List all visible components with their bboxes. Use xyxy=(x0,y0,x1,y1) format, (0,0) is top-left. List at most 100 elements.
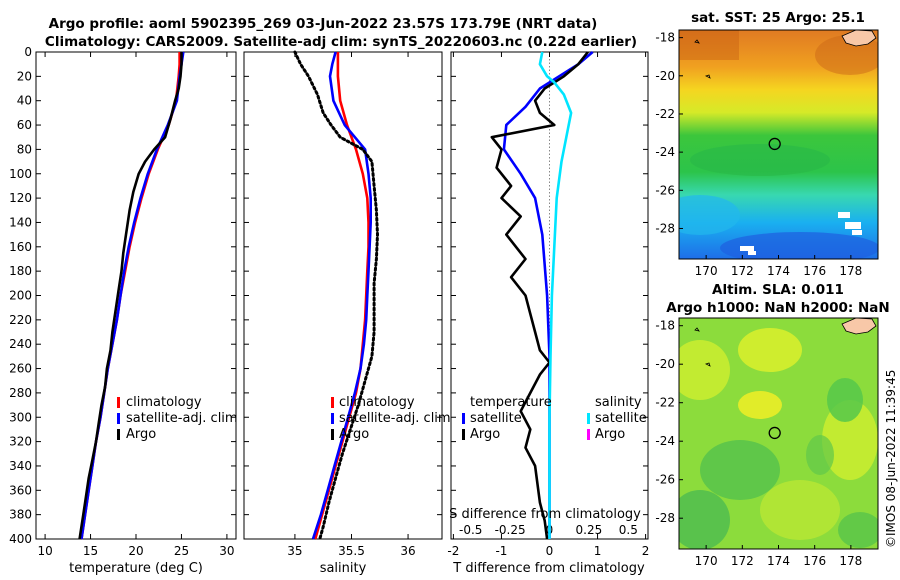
depth-tick-label: 280 xyxy=(9,386,32,400)
sst-missing-data xyxy=(852,230,862,235)
salinity-difference-legend: salinity satellite Argo xyxy=(587,395,647,442)
sla-high-patch xyxy=(760,480,840,540)
salinity-panel: 35 35.5 36 salinity climatology satellite-… xyxy=(243,50,451,576)
temperature-legend: climatology satellite-adj. clim Argo xyxy=(117,395,238,442)
salinity-difference-axis: -0.5 -0.25 0 0.25 0.5 xyxy=(459,523,638,537)
temperature-series xyxy=(78,51,185,540)
longitude-tick-label: 170 xyxy=(695,264,718,278)
temperature-xlabel: temperature (deg C) xyxy=(69,561,203,576)
sla-low-patch xyxy=(838,512,878,548)
sla-map-title-line2: Argo h1000: NaN h2000: NaN xyxy=(666,300,889,316)
difference-x-axis: -2 -1 0 1 2 xyxy=(447,51,649,558)
legend-label-argo: Argo xyxy=(339,427,369,442)
salinity-difference-label: S difference from climatology xyxy=(449,507,641,522)
sst-island xyxy=(694,39,700,44)
latitude-tick-label: -28 xyxy=(655,511,675,525)
legend-swatch-sal-argo xyxy=(587,429,590,440)
legend-swatch-argo xyxy=(331,429,334,440)
figure-title-line1: Argo profile: aoml 5902395_269 03-Jun-20… xyxy=(49,16,598,32)
legend-swatch-satellite xyxy=(331,413,334,424)
depth-tick-label: 60 xyxy=(17,118,32,132)
depth-tick-label: 360 xyxy=(9,483,32,497)
legend-label-sal-argo: Argo xyxy=(595,427,625,442)
legend-label-satellite: satellite-adj. clim xyxy=(339,411,451,426)
latitude-tick-label: -20 xyxy=(655,357,675,371)
temperature-axes-box xyxy=(35,51,237,540)
legend-swatch-argo xyxy=(117,429,120,440)
depth-tick-label: 320 xyxy=(9,435,32,449)
x-tick-label: 35.5 xyxy=(338,544,365,558)
depth-tick-label: 400 xyxy=(9,532,32,546)
latitude-tick-label: -22 xyxy=(655,396,675,410)
depth-tick-label: 0 xyxy=(24,45,32,59)
legend-swatch-sal-satellite xyxy=(587,413,590,424)
legend-label-argo: Argo xyxy=(126,427,156,442)
longitude-tick-label: 176 xyxy=(803,554,826,568)
series-line-argo xyxy=(293,50,379,541)
x-tick-label: -2 xyxy=(447,544,459,558)
longitude-tick-label: 170 xyxy=(695,554,718,568)
sla-map-axes: 170 172 174 176 178 -18 -20 -22 -24 -26 -28 xyxy=(655,319,862,568)
depth-tick-label: 20 xyxy=(17,69,32,83)
depth-tick-label: 220 xyxy=(9,313,32,327)
longitude-tick-label: 172 xyxy=(731,264,754,278)
sst-map: 170 172 174 176 178 -18 -20 -22 -24 -26 -28 xyxy=(655,29,879,278)
legend-label-climatology: climatology xyxy=(339,395,415,410)
sla-low-patch xyxy=(806,435,834,475)
x-tick-label: 35 xyxy=(287,544,302,558)
sst-green-band xyxy=(690,144,830,176)
sst-missing-data xyxy=(748,251,756,255)
legend-heading-salinity: salinity xyxy=(595,395,642,410)
legend-swatch-climatology xyxy=(117,397,120,408)
salinity-legend: climatology satellite-adj. clim Argo xyxy=(331,395,451,442)
longitude-tick-label: 178 xyxy=(839,554,862,568)
series-line-argo xyxy=(78,52,183,540)
latitude-tick-label: -18 xyxy=(655,319,675,333)
depth-tick-label: 380 xyxy=(9,508,32,522)
series-line-salinity-satellite xyxy=(538,51,573,539)
legend-swatch-climatology xyxy=(331,397,334,408)
temperature-x-axis: 10 15 20 25 30 xyxy=(37,52,235,558)
depth-tick-label: 240 xyxy=(9,337,32,351)
sst-cool-patch xyxy=(679,195,740,235)
salinity-x-axis: 35 35.5 36 xyxy=(244,51,442,558)
latitude-tick-label: -24 xyxy=(655,434,675,448)
depth-tick-label: 140 xyxy=(9,215,32,229)
legend-label-sal-satellite: satellite xyxy=(595,411,647,426)
x-tick-label: 15 xyxy=(83,544,98,558)
depth-tick-label: 160 xyxy=(9,240,32,254)
latitude-tick-label: -18 xyxy=(655,31,675,45)
sst-map-axes: 170 172 174 176 178 -18 -20 -22 -24 -26 -28 xyxy=(655,31,862,278)
depth-tick-label: 40 xyxy=(17,94,32,108)
sst-island xyxy=(704,74,711,79)
imos-timestamp: ©IMOS 08-Jun-2022 11:39:45 xyxy=(884,369,898,548)
longitude-tick-label: 174 xyxy=(767,554,790,568)
sla-field xyxy=(679,318,878,549)
sla-high-patch xyxy=(738,391,782,419)
sla-low-patch xyxy=(679,490,730,549)
figure-title-line2: Climatology: CARS2009. Satellite-adj cli… xyxy=(45,34,637,50)
salinity-series xyxy=(293,50,379,541)
sla-low-patch xyxy=(827,378,863,422)
sla-island xyxy=(694,327,700,332)
x-tick-label: 20 xyxy=(128,544,143,558)
sst-map-title: sat. SST: 25 Argo: 25.1 xyxy=(691,10,865,26)
sla-island xyxy=(704,362,711,367)
latitude-tick-label: -22 xyxy=(655,107,675,121)
depth-tick-label: 120 xyxy=(9,191,32,205)
x-tick-label: 25 xyxy=(174,544,189,558)
series-line-satellite-adj-clim xyxy=(311,51,372,540)
longitude-tick-label: 178 xyxy=(839,264,862,278)
x-tick-label: 36 xyxy=(400,544,415,558)
depth-tick-label: 100 xyxy=(9,167,32,181)
depth-tick-label: 260 xyxy=(9,362,32,376)
salinity-difference-tick-label: 0.5 xyxy=(619,523,638,537)
legend-heading-temperature: temperature xyxy=(470,395,552,410)
legend-swatch-temp-satellite xyxy=(462,413,465,424)
sla-map-title-line1: Altim. SLA: 0.011 xyxy=(712,282,844,298)
legend-label-temp-satellite: satellite xyxy=(470,411,522,426)
sst-cool-patch xyxy=(720,232,878,259)
difference-series xyxy=(490,51,594,540)
temperature-panel: 0 20 40 60 80 100 120 140 160 180 200 220 240 260 280 3… xyxy=(9,45,238,576)
x-tick-label: 1 xyxy=(594,544,602,558)
